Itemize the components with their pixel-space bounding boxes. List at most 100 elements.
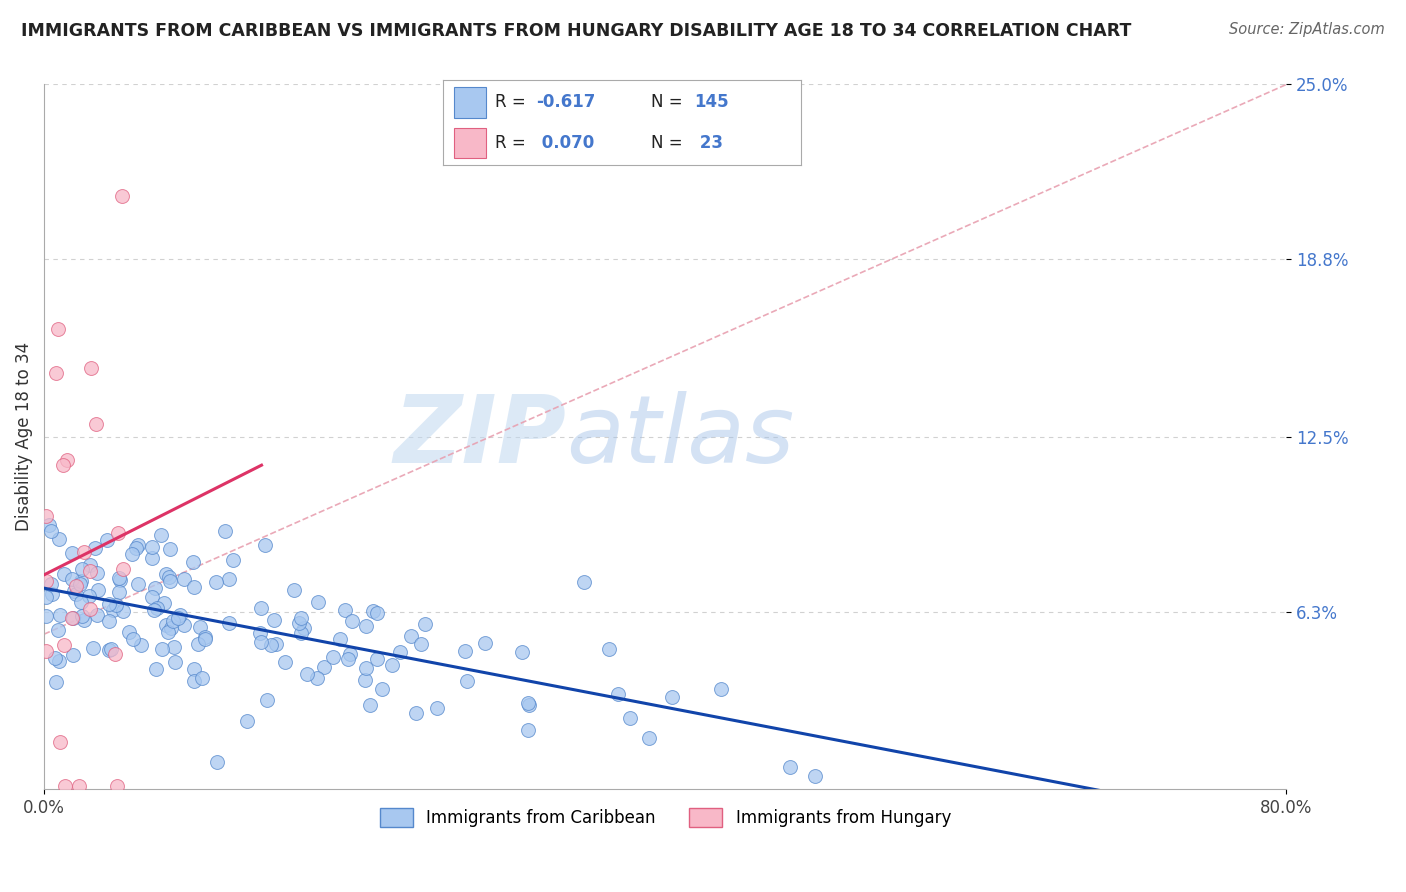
Point bbox=[112, 561, 135, 575]
Point bbox=[38, 518, 60, 533]
Text: R =: R = bbox=[495, 134, 526, 152]
Point bbox=[111, 189, 134, 203]
Point bbox=[73, 545, 96, 559]
Point bbox=[73, 613, 96, 627]
Point bbox=[107, 525, 129, 540]
Point bbox=[141, 550, 163, 565]
Point bbox=[62, 648, 84, 662]
Point bbox=[141, 590, 163, 604]
Point bbox=[84, 541, 107, 556]
Point bbox=[205, 756, 228, 770]
Point bbox=[34, 574, 56, 588]
Point bbox=[79, 602, 101, 616]
Point bbox=[250, 634, 273, 648]
Point bbox=[474, 635, 496, 649]
Point bbox=[49, 607, 72, 622]
Point bbox=[125, 541, 148, 555]
Point bbox=[157, 625, 180, 640]
Point bbox=[779, 760, 801, 774]
Point bbox=[80, 361, 103, 376]
Point bbox=[173, 572, 195, 586]
Point bbox=[426, 701, 449, 715]
Point bbox=[34, 591, 56, 605]
Point bbox=[409, 637, 432, 651]
Point bbox=[236, 714, 259, 728]
Point bbox=[517, 696, 540, 710]
Point bbox=[56, 453, 79, 467]
Point bbox=[263, 614, 285, 628]
Point bbox=[250, 600, 273, 615]
Point bbox=[155, 618, 177, 632]
Point bbox=[181, 555, 204, 569]
Text: IMMIGRANTS FROM CARIBBEAN VS IMMIGRANTS FROM HUNGARY DISABILITY AGE 18 TO 34 COR: IMMIGRANTS FROM CARIBBEAN VS IMMIGRANTS … bbox=[21, 22, 1132, 40]
Point bbox=[129, 638, 152, 652]
Point bbox=[260, 638, 283, 652]
Point bbox=[97, 597, 120, 611]
Point bbox=[67, 780, 90, 794]
Point bbox=[149, 528, 172, 542]
Point bbox=[574, 575, 596, 590]
Point bbox=[371, 681, 394, 696]
Point bbox=[160, 621, 183, 635]
Point bbox=[361, 604, 384, 618]
Point bbox=[167, 611, 190, 625]
Point bbox=[218, 572, 240, 586]
Bar bbox=[454, 128, 486, 158]
Point bbox=[405, 706, 427, 721]
Point bbox=[118, 624, 141, 639]
Point bbox=[389, 645, 412, 659]
Point bbox=[456, 674, 478, 689]
Point bbox=[101, 603, 124, 617]
Point bbox=[41, 587, 63, 601]
Point bbox=[112, 604, 135, 618]
Point bbox=[359, 698, 381, 712]
Point bbox=[79, 564, 101, 578]
Point bbox=[159, 574, 181, 588]
Point bbox=[69, 576, 91, 591]
Point bbox=[65, 579, 87, 593]
Point bbox=[62, 546, 84, 560]
Point bbox=[710, 682, 733, 697]
Point bbox=[34, 644, 56, 658]
Point bbox=[96, 533, 118, 547]
Point bbox=[290, 626, 312, 640]
Point bbox=[413, 616, 436, 631]
Point bbox=[305, 671, 328, 685]
Point bbox=[143, 581, 166, 595]
Point bbox=[204, 575, 226, 590]
Point bbox=[84, 417, 107, 431]
Point bbox=[190, 672, 212, 686]
Text: Source: ZipAtlas.com: Source: ZipAtlas.com bbox=[1229, 22, 1385, 37]
Point bbox=[35, 508, 58, 523]
Point bbox=[354, 619, 377, 633]
Point bbox=[222, 553, 245, 567]
Point bbox=[183, 580, 205, 594]
Point bbox=[45, 675, 67, 690]
Point bbox=[264, 637, 287, 651]
Point bbox=[63, 584, 86, 599]
Point bbox=[162, 614, 184, 628]
Y-axis label: Disability Age 18 to 34: Disability Age 18 to 34 bbox=[15, 343, 32, 532]
Point bbox=[454, 644, 477, 658]
Point bbox=[194, 632, 217, 647]
Text: 23: 23 bbox=[695, 134, 723, 152]
Point bbox=[253, 538, 276, 552]
Point bbox=[105, 780, 128, 794]
Point bbox=[52, 567, 75, 582]
Point bbox=[607, 686, 630, 700]
Point bbox=[366, 652, 388, 666]
Point bbox=[105, 599, 128, 613]
Point bbox=[173, 617, 195, 632]
Point bbox=[661, 690, 683, 704]
Point bbox=[354, 661, 377, 675]
Point bbox=[157, 570, 180, 584]
Point bbox=[307, 595, 329, 609]
Point bbox=[65, 587, 87, 601]
Point bbox=[87, 582, 110, 597]
Point bbox=[103, 648, 125, 662]
Point bbox=[194, 630, 217, 644]
Point bbox=[153, 596, 176, 610]
Point bbox=[150, 642, 173, 657]
Point bbox=[46, 322, 69, 336]
Text: N =: N = bbox=[651, 94, 682, 112]
